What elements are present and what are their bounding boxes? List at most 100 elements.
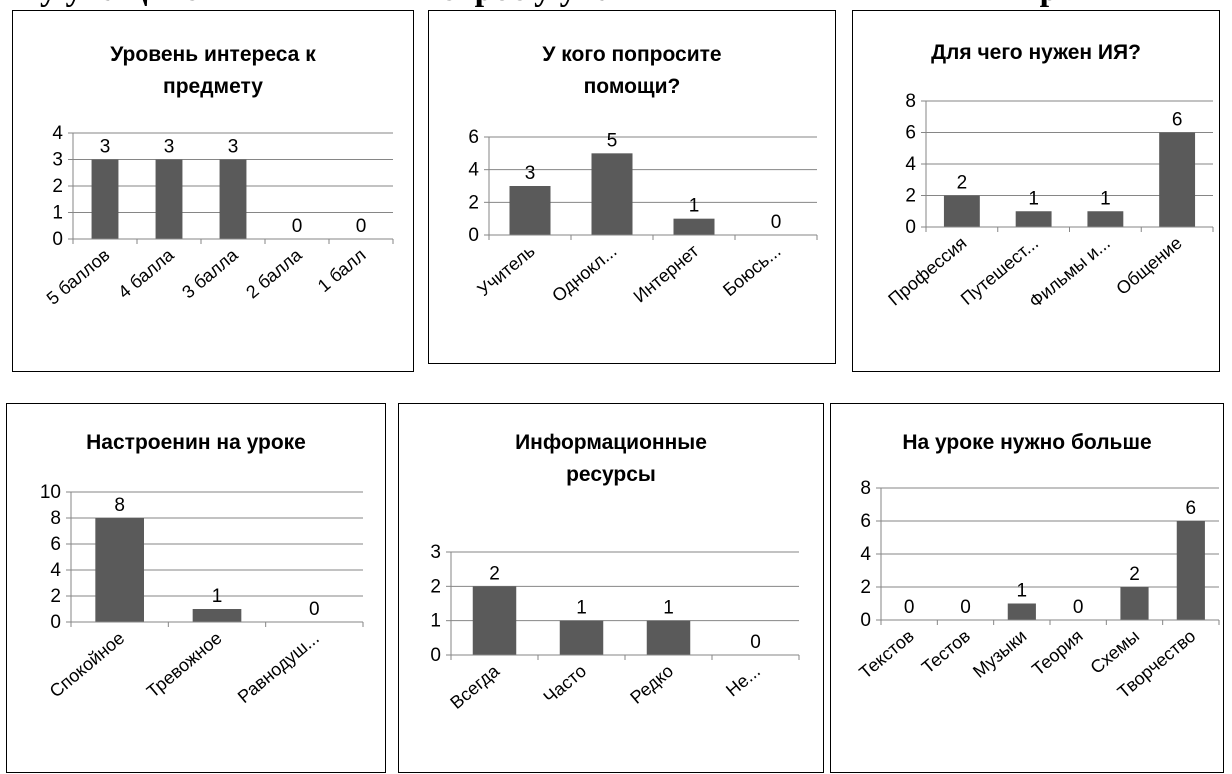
y-tick-label: 0 <box>905 217 916 238</box>
bar <box>155 159 183 239</box>
x-tick-label: 2 балла <box>242 244 306 302</box>
bar <box>1007 603 1036 620</box>
y-tick-label: 2 <box>50 586 61 607</box>
data-label: 0 <box>750 632 761 653</box>
data-label: 1 <box>1100 188 1111 209</box>
header-text-right: пр <box>1020 0 1059 10</box>
bar <box>509 186 551 235</box>
data-label: 0 <box>292 216 303 237</box>
data-label: 6 <box>1172 110 1183 131</box>
y-tick-label: 8 <box>860 478 871 499</box>
bar <box>559 620 604 655</box>
y-tick-label: 3 <box>52 150 63 171</box>
data-label: 3 <box>228 137 239 158</box>
header-text-left: у учащихся 1 <box>40 0 242 10</box>
header-text-middle: спрос у уча <box>440 0 613 10</box>
data-label: 0 <box>356 216 367 237</box>
y-tick-label: 2 <box>430 576 441 597</box>
data-label: 0 <box>1073 597 1084 618</box>
x-tick-label: Учитель <box>473 241 538 300</box>
x-tick-label: Боюсь... <box>719 241 784 300</box>
data-label: 1 <box>663 598 674 619</box>
y-tick-label: 2 <box>860 577 871 598</box>
data-label: 3 <box>164 137 175 158</box>
data-label: 2 <box>1129 564 1140 585</box>
x-tick-label: Однокл... <box>548 241 620 306</box>
x-tick-label: Часто <box>540 661 590 708</box>
x-tick-label: 4 балла <box>114 244 178 302</box>
data-label: 1 <box>212 586 223 607</box>
y-tick-label: 0 <box>52 229 63 250</box>
chart-panel-more-needed: На уроке нужно больше 0 2 4 6 8 0 Текстов 0 Тест… <box>830 403 1224 773</box>
y-tick-label: 4 <box>50 560 61 581</box>
x-tick-label: 1 балл <box>314 245 370 296</box>
x-tick-label: Текстов <box>855 626 917 683</box>
chart-title: Настроенин на уроке <box>86 431 306 454</box>
bar <box>91 159 119 239</box>
y-tick-label: 3 <box>430 542 441 563</box>
data-label: 5 <box>607 130 618 151</box>
chart-panel-interest: Уровень интереса к предмету 0 1 2 3 4 3 5 балл… <box>12 10 414 372</box>
header-text: у учащихся 1 спрос у уча пр <box>0 0 1232 10</box>
x-tick-label: Тестов <box>918 626 974 678</box>
y-tick-label: 4 <box>468 160 479 181</box>
x-tick-label: 5 баллов <box>43 245 114 309</box>
data-label: 2 <box>489 563 500 584</box>
chart-svg: 024680Текстов0Тестов1Музыки0Теория2Схемы… <box>855 478 1220 702</box>
y-tick-label: 8 <box>50 508 61 529</box>
chart-panel-resources: Информационные ресурсы 0 1 2 3 2 Всегда 1 Часто… <box>398 403 824 773</box>
data-label: 2 <box>957 173 968 194</box>
y-tick-label: 6 <box>860 511 871 532</box>
bar <box>219 159 247 239</box>
bar <box>646 620 691 655</box>
y-tick-label: 4 <box>52 123 63 144</box>
data-label: 3 <box>525 163 536 184</box>
y-tick-label: 2 <box>52 176 63 197</box>
chart-title: На уроке нужно больше <box>902 431 1152 454</box>
x-tick-label: Равнодуш... <box>234 628 323 707</box>
bar <box>192 609 242 622</box>
chart-panel-help: У кого попросите помощи? 0 2 4 6 3 Учитель 5 Од… <box>428 10 836 364</box>
y-tick-label: 4 <box>860 544 871 565</box>
data-label: 0 <box>771 212 782 233</box>
y-tick-label: 10 <box>40 482 61 503</box>
chart-panel-mood: Настроенин на уроке 0 2 4 6 8 10 8 Спокойное 1 Тр… <box>6 403 386 773</box>
bar <box>591 153 633 235</box>
x-tick-label: 3 балла <box>178 244 242 302</box>
x-tick-label: Редко <box>626 661 677 708</box>
y-tick-label: 0 <box>430 645 441 666</box>
chart-svg: 0 2 4 6 3 Учитель 5 Однокл... 1 Интернет 0 Боюсь... <box>468 127 818 307</box>
bar <box>1176 521 1205 620</box>
x-tick-label: Музыки <box>969 626 1030 682</box>
bar <box>943 195 980 227</box>
y-tick-label: 1 <box>430 611 441 632</box>
chart-title: У кого попросите помощи? <box>542 43 722 98</box>
x-tick-label: Общение <box>1112 233 1185 299</box>
data-label: 1 <box>689 196 700 217</box>
data-label: 0 <box>309 599 320 620</box>
y-tick-label: 2 <box>468 192 479 213</box>
data-label: 6 <box>1186 498 1197 519</box>
bar <box>472 586 517 655</box>
bar <box>1087 211 1124 227</box>
y-tick-label: 1 <box>52 203 63 224</box>
data-label: 0 <box>960 597 971 618</box>
chart-svg: 0 1 2 3 2 Всегда 1 Часто 1 Редко 0 Не... <box>430 542 800 713</box>
y-tick-label: 0 <box>860 610 871 631</box>
y-tick-label: 8 <box>905 91 916 112</box>
bar <box>1120 587 1149 620</box>
y-tick-label: 6 <box>468 127 479 148</box>
bar <box>1015 211 1052 227</box>
y-tick-label: 0 <box>468 225 479 246</box>
data-label: 1 <box>1017 581 1028 602</box>
bar <box>673 218 715 235</box>
data-label: 8 <box>114 495 125 516</box>
x-tick-label: Интернет <box>630 241 703 307</box>
x-tick-label: Профессия <box>884 233 970 310</box>
y-tick-label: 6 <box>50 534 61 555</box>
x-tick-label: Теория <box>1028 626 1087 680</box>
y-tick-label: 2 <box>905 186 916 207</box>
x-tick-label: Спокойное <box>46 628 128 702</box>
